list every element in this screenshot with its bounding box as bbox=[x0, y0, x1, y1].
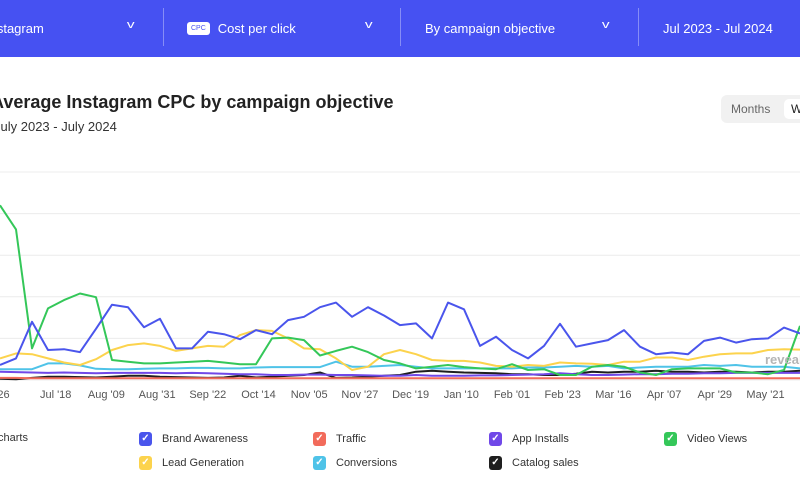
metric-label: Cost per click bbox=[217, 21, 296, 36]
x-tick-label: Jul '18 bbox=[39, 389, 72, 401]
reveal-watermark: reveal bbox=[765, 352, 800, 367]
x-tick-label: Jun '26 bbox=[0, 389, 10, 401]
x-tick-label: Feb '01 bbox=[493, 389, 531, 401]
platform-label: Instagram bbox=[0, 21, 44, 36]
legend-charts-label: charts bbox=[0, 432, 28, 444]
platform-select[interactable]: Instagram bbox=[0, 0, 44, 57]
checkbox-checked-icon[interactable]: ✓ bbox=[664, 432, 677, 446]
x-tick-label: Oct '14 bbox=[241, 389, 276, 401]
toggle-months[interactable]: Months bbox=[731, 102, 771, 116]
x-tick-label: Nov '05 bbox=[290, 389, 328, 401]
legend-item-lead-generation[interactable]: ✓ Lead Generation bbox=[139, 456, 244, 470]
legend-label: Lead Generation bbox=[162, 457, 244, 469]
series-line-lead-generation[interactable] bbox=[0, 329, 800, 371]
series-line-conversions[interactable] bbox=[0, 360, 800, 371]
x-tick-label: Jan '10 bbox=[443, 389, 479, 401]
chevron-down-icon[interactable]: v bbox=[601, 19, 610, 31]
x-tick-label: Mar '16 bbox=[595, 389, 632, 401]
checkbox-checked-icon[interactable]: ✓ bbox=[489, 456, 502, 470]
legend-label: Traffic bbox=[336, 433, 366, 445]
x-tick-label: Aug '31 bbox=[138, 389, 176, 401]
toggle-weeks[interactable]: Weeks bbox=[784, 99, 800, 119]
legend-item-app-installs[interactable]: ✓ App Installs bbox=[489, 432, 569, 446]
chevron-down-icon[interactable]: v bbox=[364, 19, 373, 31]
divider bbox=[163, 8, 164, 46]
x-tick-label: Dec '19 bbox=[392, 389, 430, 401]
series-line-app-installs[interactable] bbox=[0, 370, 800, 377]
x-tick-label: Apr '29 bbox=[697, 389, 733, 401]
chart-title: Average Instagram CPC by campaign object… bbox=[0, 92, 394, 112]
cpc-badge: CPC bbox=[187, 22, 210, 35]
date-range-label: Jul 2023 - Jul 2024 bbox=[663, 21, 773, 36]
series-line-brand-awareness[interactable] bbox=[0, 301, 800, 366]
x-tick-label: Nov '27 bbox=[341, 389, 379, 401]
checkbox-checked-icon[interactable]: ✓ bbox=[489, 432, 502, 446]
x-tick-label: Aug '09 bbox=[87, 389, 125, 401]
divider bbox=[638, 8, 639, 46]
checkbox-checked-icon[interactable]: ✓ bbox=[139, 432, 152, 446]
x-tick-label: Sep '22 bbox=[189, 389, 227, 401]
x-tick-label: May '21 bbox=[746, 389, 785, 401]
legend-item-brand-awareness[interactable]: ✓ Brand Awareness bbox=[139, 432, 248, 446]
legend-label: Conversions bbox=[336, 457, 398, 469]
legend-item-conversions[interactable]: ✓ Conversions bbox=[313, 456, 397, 470]
x-tick-label: Feb '23 bbox=[544, 389, 581, 401]
legend-label: Brand Awareness bbox=[162, 433, 249, 445]
chevron-down-icon[interactable]: v bbox=[126, 19, 135, 31]
checkbox-checked-icon[interactable]: ✓ bbox=[313, 456, 326, 470]
legend-label: App Installs bbox=[512, 433, 569, 445]
legend-item-traffic[interactable]: ✓ Traffic bbox=[313, 432, 366, 446]
line-chart bbox=[0, 171, 800, 381]
breakdown-select[interactable]: By campaign objective bbox=[425, 0, 555, 57]
checkbox-checked-icon[interactable]: ✓ bbox=[139, 456, 152, 470]
legend-label: Catalog sales bbox=[512, 457, 579, 469]
legend-label: Video Views bbox=[687, 433, 748, 445]
divider bbox=[400, 8, 401, 46]
breakdown-label: By campaign objective bbox=[425, 21, 556, 36]
filter-bar: Instagram v CPC Cost per click v By camp… bbox=[0, 0, 800, 57]
legend-charts-toggle[interactable]: charts bbox=[0, 432, 28, 444]
series-line-video-views[interactable] bbox=[0, 204, 800, 376]
chart-subtitle: July 2023 - July 2024 bbox=[0, 119, 117, 134]
checkbox-checked-icon[interactable]: ✓ bbox=[313, 432, 326, 446]
period-toggle: Months Weeks bbox=[721, 95, 800, 123]
legend-item-video-views[interactable]: ✓ Video Views bbox=[664, 432, 747, 446]
metric-select[interactable]: CPC Cost per click bbox=[187, 0, 296, 57]
date-range-select[interactable]: Jul 2023 - Jul 2024 bbox=[663, 0, 773, 57]
legend-item-catalog-sales[interactable]: ✓ Catalog sales bbox=[489, 456, 579, 470]
x-tick-label: Apr '07 bbox=[646, 389, 682, 401]
